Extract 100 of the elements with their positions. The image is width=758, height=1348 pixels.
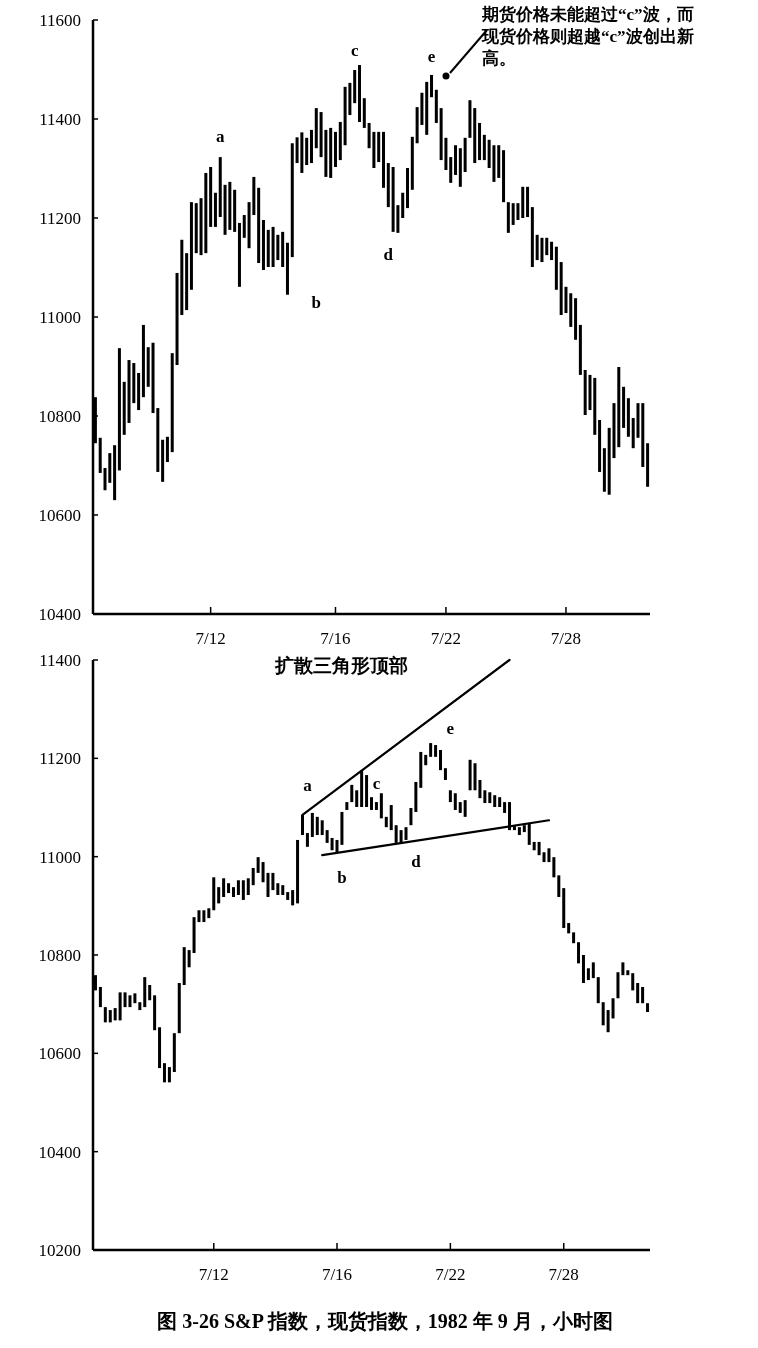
bar <box>236 880 240 896</box>
bar <box>241 880 245 900</box>
y-tick-label: 10400 <box>38 1142 81 1162</box>
y-tick-label: 10800 <box>38 946 81 965</box>
bar <box>123 992 127 1008</box>
bar <box>138 1002 142 1011</box>
bar <box>305 137 309 166</box>
bar <box>261 219 265 270</box>
bar <box>540 237 544 263</box>
bar <box>333 131 337 168</box>
bar <box>641 403 645 467</box>
bar <box>98 437 102 473</box>
bar <box>286 892 290 900</box>
bar <box>636 983 640 1004</box>
bar <box>355 790 359 808</box>
bar <box>108 1010 112 1023</box>
y-tick-label: 10600 <box>38 506 81 525</box>
annotation: b <box>311 293 322 313</box>
bar <box>362 98 366 128</box>
bar <box>281 885 285 896</box>
bar <box>161 439 165 482</box>
bar <box>532 841 536 851</box>
bar <box>167 1067 171 1083</box>
bar <box>526 186 530 218</box>
bar <box>386 163 390 208</box>
bar <box>449 157 453 183</box>
bar <box>335 839 339 853</box>
bar <box>165 436 169 463</box>
bar <box>153 995 157 1031</box>
bar <box>425 81 429 135</box>
bar <box>285 242 289 295</box>
bar <box>379 793 383 819</box>
bar <box>454 145 458 175</box>
bar <box>552 857 556 878</box>
bar <box>502 150 506 203</box>
x-tick-label: 7/22 <box>435 1265 466 1284</box>
bar <box>177 983 181 1034</box>
bar <box>503 802 507 813</box>
bar <box>222 878 226 897</box>
bar <box>117 348 121 471</box>
bar <box>148 984 152 1001</box>
bar <box>389 805 393 831</box>
bar <box>227 883 231 894</box>
y-tick-label: 11400 <box>39 651 81 670</box>
bar <box>409 807 413 826</box>
x-tick-label: 7/28 <box>550 629 582 648</box>
bar <box>338 121 342 161</box>
bar <box>365 775 369 808</box>
bar <box>113 1008 117 1021</box>
bar <box>606 1010 610 1033</box>
bar <box>204 172 208 254</box>
bar <box>103 1007 107 1023</box>
bar <box>256 857 260 873</box>
bar <box>521 186 525 218</box>
bar <box>137 372 141 411</box>
bar <box>557 875 561 897</box>
bar <box>443 768 447 780</box>
bar <box>353 70 357 104</box>
bar <box>468 100 472 138</box>
bar <box>266 229 270 268</box>
y-tick-label: 11600 <box>39 11 81 30</box>
bar <box>419 751 423 788</box>
bar <box>458 148 462 187</box>
bar <box>641 986 645 1004</box>
bar <box>118 992 122 1021</box>
bar <box>187 950 191 968</box>
bar <box>194 203 198 254</box>
bar <box>593 377 597 435</box>
bar <box>143 977 147 1008</box>
bar <box>567 923 571 934</box>
y-tick-label: 11200 <box>39 209 81 228</box>
bar <box>617 367 621 448</box>
x-tick-label: 7/22 <box>430 629 462 648</box>
bar <box>374 802 378 810</box>
bar <box>257 187 261 264</box>
bar <box>128 995 132 1008</box>
bar <box>242 215 246 238</box>
bar <box>296 839 300 904</box>
bar <box>578 324 582 375</box>
x-tick-label: 7/12 <box>198 1265 229 1284</box>
annotation: a <box>216 127 225 147</box>
bar <box>463 800 467 817</box>
bar <box>246 878 250 896</box>
bar <box>453 793 457 810</box>
bar <box>545 237 549 256</box>
bar <box>276 883 280 896</box>
y-tick-label: 11000 <box>39 308 81 327</box>
bar <box>410 136 414 190</box>
bar <box>358 65 361 122</box>
x-tick-label: 7/16 <box>320 629 351 648</box>
bar <box>217 887 221 904</box>
annotation: a <box>303 775 313 795</box>
bar <box>310 812 314 837</box>
bar <box>482 134 486 161</box>
y-tick-label: 11400 <box>39 110 81 129</box>
bar <box>291 890 295 906</box>
x-tick-label: 7/28 <box>548 1265 579 1284</box>
bar <box>325 830 329 843</box>
bar <box>537 841 541 856</box>
annotation: 扩散三角形顶部 <box>274 654 409 676</box>
